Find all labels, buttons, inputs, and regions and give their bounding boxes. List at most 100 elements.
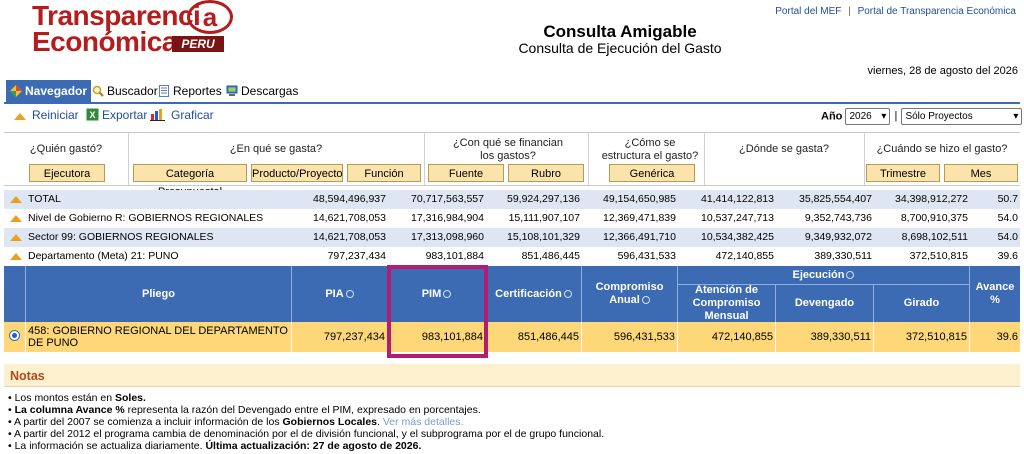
logo-text-line2: Económica	[32, 26, 177, 57]
question-con-que: ¿Con qué se financian los gastos?	[452, 137, 564, 162]
summary-row-label-text: Departamento (Meta) 21: PUNO	[28, 250, 179, 262]
reset-icon	[14, 113, 26, 120]
ano-label: Año	[821, 110, 843, 123]
row-avance: 39.6	[996, 331, 1018, 343]
drill-up-icon[interactable]	[10, 215, 22, 222]
question-donde: ¿Dónde se gasta?	[739, 143, 829, 155]
header-pliego-label: Pliego	[141, 287, 175, 300]
summary-cell-gir: 372,510,815	[909, 250, 968, 262]
summary-cell-gir: 34,398,912,272	[895, 193, 968, 205]
drill-up-icon[interactable]	[10, 196, 22, 203]
ver-mas-detalles-link[interactable]: Ver más detalles.	[382, 416, 464, 428]
current-date: viernes, 28 de agosto del 2026	[867, 65, 1018, 77]
note-1-text: Los montos están en	[14, 392, 115, 404]
note-1-bold: Soles.	[115, 392, 146, 404]
tab-descargas[interactable]: Descargas	[222, 80, 302, 102]
question-cuando: ¿Cuándo se hizo el gasto?	[876, 143, 1008, 155]
row-radio[interactable]	[9, 330, 20, 341]
exportar-label: Exportar	[102, 108, 148, 122]
graficar-button[interactable]: Graficar	[150, 108, 214, 122]
summary-cell-dev: 35,825,554,407	[799, 193, 872, 205]
summary-cell-pim: 983,101,884	[425, 250, 484, 262]
table-row[interactable]: 458: GOBIERNO REGIONAL DEL DEPARTAMENTO …	[4, 322, 1020, 352]
ano-select[interactable]: 2026	[845, 108, 891, 125]
note-5-bold: Última actualización: 27 de agosto de 20…	[205, 440, 422, 452]
header-pim[interactable]: PIM	[388, 266, 486, 322]
producto-button[interactable]: Producto/Proyecto	[251, 164, 343, 182]
tab-reportes[interactable]: Reportes	[154, 80, 226, 102]
question-bar: ¿Quién gastó? ¿En qué se gasta? ¿Con qué…	[4, 132, 1020, 198]
summary-row-label: Nivel de Gobierno R: GOBIERNOS REGIONALE…	[4, 209, 292, 228]
sort-icon	[563, 290, 572, 298]
header-girado[interactable]: Girado	[874, 285, 970, 322]
drill-up-icon[interactable]	[10, 234, 22, 241]
rubro-button[interactable]: Rubro	[508, 164, 584, 182]
generica-button[interactable]: Genérica	[609, 164, 695, 182]
note-2-bold: La columna Avance %	[14, 404, 125, 416]
tab-navegador[interactable]: Navegador	[6, 80, 92, 102]
search-icon	[92, 85, 104, 97]
link-portal-transparencia[interactable]: Portal de Transparencia Económica	[857, 6, 1016, 17]
tab-buscador[interactable]: Buscador	[88, 80, 162, 102]
top-links: Portal del MEF | Portal de Transparencia…	[775, 6, 1016, 17]
funcion-button[interactable]: Función	[347, 164, 421, 182]
summary-row-label-text: Nivel de Gobierno R: GOBIERNOS REGIONALE…	[28, 212, 264, 224]
mes-button[interactable]: Mes	[944, 164, 1018, 182]
excel-icon: X	[86, 108, 99, 121]
ejecutora-button[interactable]: Ejecutora	[29, 164, 105, 182]
sort-icon	[443, 290, 452, 298]
header-certificacion[interactable]: Certificación	[486, 266, 582, 322]
note-3-punct: .	[377, 416, 383, 428]
summary-cell-cert: 15,108,101,329	[507, 231, 580, 243]
header-cert-label: Certificación	[495, 287, 562, 300]
summary-cell-cert: 851,486,445	[521, 250, 580, 262]
summary-cell-dev: 9,352,743,736	[804, 212, 872, 224]
row-pliego[interactable]: 458: GOBIERNO REGIONAL DEL DEPARTAMENTO …	[26, 322, 292, 352]
drill-up-icon[interactable]	[10, 253, 22, 260]
scope-select[interactable]: Sólo Proyectos	[901, 108, 1023, 125]
summary-cell-atenc: 10,534,382,425	[701, 231, 774, 243]
summary-row-label: TOTAL	[4, 190, 292, 209]
question-estructura: ¿Cómo se estructura el gasto?	[601, 137, 699, 162]
logo-peru-badge: PERU	[172, 36, 224, 52]
row-girado: 372,510,815	[874, 322, 970, 352]
note-2: • La columna Avance % representa la razó…	[8, 404, 481, 416]
exportar-button[interactable]: X Exportar	[86, 108, 147, 122]
header-avance[interactable]: Avance %	[970, 266, 1020, 322]
trimestre-button[interactable]: Trimestre	[866, 164, 940, 182]
row-pia: 797,237,434	[292, 322, 388, 352]
reiniciar-button[interactable]: Reiniciar	[12, 108, 79, 122]
summary-cell-comp: 596,431,533	[617, 250, 676, 262]
header-pia-label: PIA	[325, 287, 344, 300]
categoria-button[interactable]: Categoría Presupuestal	[133, 164, 247, 198]
page-subtitle: Consulta de Ejecución del Gasto	[518, 40, 722, 56]
header-compromiso[interactable]: Compromiso Anual	[582, 266, 678, 322]
logo-a-circle: a	[187, 0, 233, 34]
note-5: • La información se actualiza diariament…	[8, 440, 422, 452]
summary-cell-avance: 54.0	[997, 212, 1018, 224]
header-atencion[interactable]: Atención de Compromiso Mensual	[678, 284, 776, 322]
summary-cell-cert: 15,111,907,107	[508, 212, 580, 224]
header-comp-label: Compromiso Anual	[595, 281, 664, 306]
header-devengado[interactable]: Devengado	[776, 285, 874, 322]
note-5-text: La información se actualiza diariamente.	[14, 440, 206, 452]
link-portal-mef[interactable]: Portal del MEF	[775, 6, 842, 17]
link-separator: |	[848, 6, 851, 17]
summary-cell-atenc: 41,414,122,813	[701, 193, 774, 205]
fuente-button[interactable]: Fuente	[428, 164, 504, 182]
header-gir-label: Girado	[903, 297, 940, 309]
summary-cell-dev: 389,330,511	[814, 250, 872, 262]
summary-cell-pia: 14,621,708,053	[313, 212, 386, 224]
row-compromiso: 596,431,533	[582, 322, 678, 352]
question-quien: ¿Quién gastó?	[29, 143, 103, 155]
row-devengado: 389,330,511	[776, 322, 874, 352]
logo-text-line1: Transparenci	[32, 0, 201, 31]
summary-cell-pim: 17,316,984,904	[411, 212, 484, 224]
summary-cell-comp: 12,366,491,710	[603, 231, 676, 243]
header-pia[interactable]: PIA	[292, 266, 388, 322]
report-icon	[159, 85, 169, 97]
note-3-text: A partir del 2007 se comienza a incluir …	[14, 416, 283, 428]
note-2-text: representa la razón del Devengado entre …	[124, 404, 481, 416]
header-pim-label: PIM	[421, 287, 442, 300]
summary-cell-gir: 8,698,102,511	[901, 231, 968, 243]
